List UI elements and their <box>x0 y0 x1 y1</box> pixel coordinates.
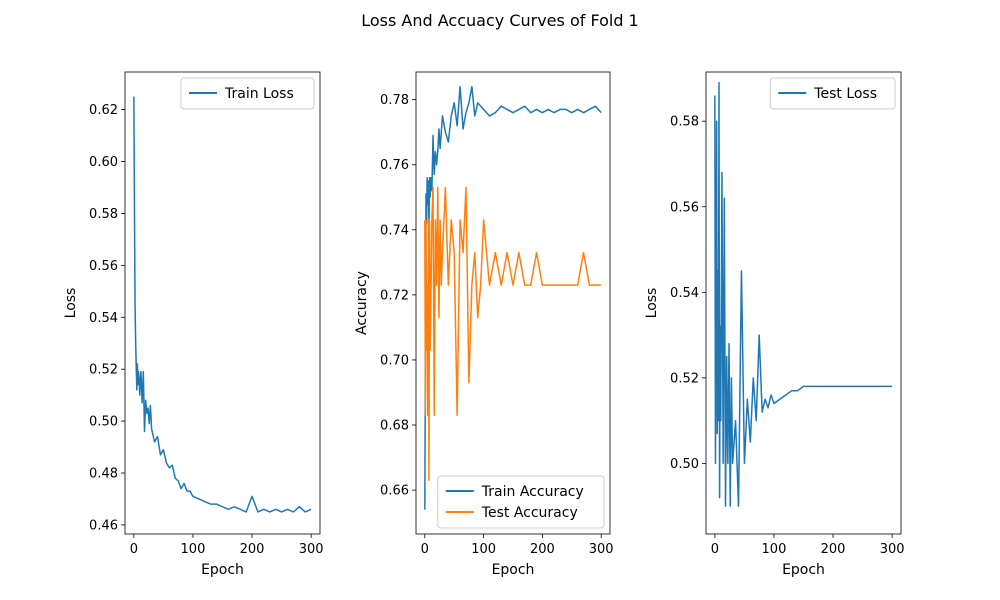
y-tick-label: 0.54 <box>670 286 699 301</box>
y-tick-label: 0.60 <box>89 155 118 170</box>
y-tick-label: 0.52 <box>89 363 118 378</box>
y-tick-label: 0.46 <box>89 518 118 533</box>
y-tick-label: 0.56 <box>670 200 699 215</box>
legend-entry: Test Accuracy <box>481 505 578 521</box>
legend-entry: Train Loss <box>224 86 294 102</box>
x-tick-label: 100 <box>762 542 787 557</box>
y-tick-label: 0.78 <box>380 93 409 108</box>
x-tick-label: 300 <box>880 542 905 557</box>
x-axis-label: Epoch <box>782 562 825 578</box>
legend-entry: Train Accuracy <box>481 484 584 500</box>
legend-box <box>769 77 896 110</box>
x-axis-label: Epoch <box>201 562 244 578</box>
y-tick-label: 0.74 <box>380 223 409 238</box>
x-tick-label: 200 <box>530 542 555 557</box>
y-tick-label: 0.62 <box>89 103 118 118</box>
y-tick-label: 0.58 <box>670 115 699 130</box>
y-tick-label: 0.70 <box>380 353 409 368</box>
x-axis-label: Epoch <box>492 562 535 578</box>
x-tick-label: 300 <box>589 542 614 557</box>
figure-title: Loss And Accuacy Curves of Fold 1 <box>361 11 638 30</box>
x-tick-label: 0 <box>711 542 719 557</box>
axes-frame <box>124 71 321 535</box>
x-tick-label: 100 <box>181 542 206 557</box>
y-tick-label: 0.68 <box>380 419 409 434</box>
y-tick-label: 0.66 <box>380 484 409 499</box>
legend-box <box>437 475 605 529</box>
subplot-2: 0 100 200 300 0.66 0.68 0.70 0.72 0.74 0.76 0.78 Ep… <box>354 71 614 578</box>
series-line-3-1 <box>714 81 893 507</box>
legend: Test Loss <box>769 77 896 110</box>
x-tick-label: 0 <box>421 542 429 557</box>
y-tick-label: 0.52 <box>670 371 699 386</box>
y-axis-label: Accuracy <box>354 271 370 335</box>
subplot-1: 0 100 200 300 0.46 0.48 0.50 0.52 0.54 0.56 0.58 0.… <box>63 71 324 578</box>
series-line-2-1 <box>424 85 602 510</box>
x-tick-label: 100 <box>471 542 496 557</box>
legend-entry: Test Loss <box>813 86 877 102</box>
legend: Train Accuracy Test Accuracy <box>437 475 605 529</box>
y-tick-label: 0.48 <box>89 467 118 482</box>
legend-box <box>180 77 315 110</box>
x-tick-label: 300 <box>299 542 324 557</box>
y-axis-label: Loss <box>644 288 660 319</box>
y-tick-label: 0.54 <box>89 311 118 326</box>
axes-frame <box>415 71 611 535</box>
axes-frame <box>705 71 902 535</box>
y-tick-label: 0.72 <box>380 288 409 303</box>
x-tick-label: 200 <box>240 542 265 557</box>
y-tick-label: 0.56 <box>89 259 118 274</box>
y-tick-label: 0.58 <box>89 207 118 222</box>
x-tick-label: 200 <box>821 542 846 557</box>
subplot-3: 0 100 200 300 0.50 0.52 0.54 0.56 0.58 Epoch Loss T… <box>644 71 905 578</box>
y-tick-label: 0.50 <box>89 415 118 430</box>
y-tick-label: 0.76 <box>380 158 409 173</box>
legend: Train Loss <box>180 77 315 110</box>
y-tick-label: 0.50 <box>670 457 699 472</box>
x-tick-label: 0 <box>130 542 138 557</box>
subplots: 0 100 200 300 0.46 0.48 0.50 0.52 0.54 0.56 0.58 0.… <box>63 71 905 578</box>
series-line-1-1 <box>133 96 312 513</box>
y-axis-label: Loss <box>63 288 79 319</box>
series-line-2-2 <box>424 186 602 482</box>
